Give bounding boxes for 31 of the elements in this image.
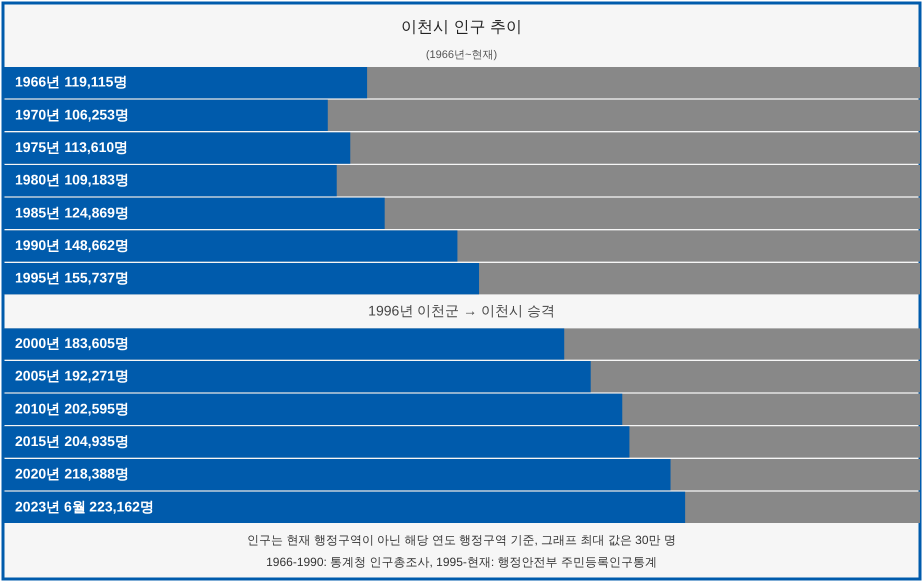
data-label: 218,388명 [64, 466, 129, 482]
y-tick-label: 2010년 [15, 400, 60, 416]
y-tick-label: 1966년 [15, 74, 60, 90]
data-label: 183,605명 [64, 334, 129, 351]
data-label: 113,610명 [64, 139, 128, 156]
y-tick-label: 2020년 [15, 466, 60, 482]
data-label: 109,183명 [64, 172, 129, 188]
y-tick-label: 1995년 [15, 270, 60, 286]
data-label: 106,253명 [64, 106, 129, 122]
data-label: 204,935명 [64, 432, 129, 449]
y-tick-label: 2005년 [15, 368, 60, 384]
text: 인구는 현재 행정구역이 아닌 해당 연도 행정구역 기준, 그래프 최대 값은 30만 명 [247, 533, 676, 547]
chart-title: 이천시 인구 추이 [401, 19, 522, 36]
y-tick-label: 1985년 [15, 204, 60, 220]
data-label: 223,162명 [89, 498, 154, 514]
text: 1966-1990: 통계청 인구총조사, 1995-현재: 행정안전부 주민등록인구통계 [266, 555, 657, 569]
y-tick-label: 2023년 6월 [15, 498, 86, 514]
y-tick-label: 2000년 [15, 334, 60, 351]
chart-subtitle: (1966년~현재) [426, 49, 498, 61]
y-tick-label: 2015년 [15, 432, 60, 449]
data-label: 155,737명 [64, 270, 129, 286]
annotation: 1996년 이천군 → 이천시 승격 [368, 302, 555, 318]
y-tick-label: 1990년 [15, 237, 60, 254]
y-tick-label: 1970년 [15, 106, 60, 122]
data-label: 148,662명 [64, 237, 129, 254]
data-label: 202,595명 [64, 400, 129, 416]
data-label: 119,115명 [64, 74, 128, 90]
data-label: 124,869명 [64, 204, 129, 220]
y-tick-label: 1980년 [15, 172, 60, 188]
data-label: 192,271명 [64, 368, 129, 384]
y-tick-label: 1975년 [15, 139, 60, 156]
